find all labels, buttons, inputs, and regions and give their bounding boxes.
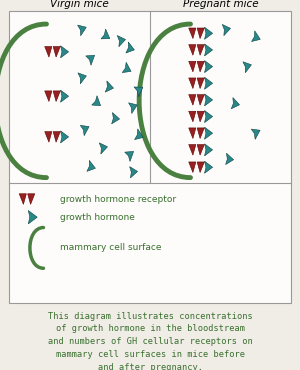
Polygon shape [205,94,213,106]
Polygon shape [126,42,134,53]
Polygon shape [19,194,26,204]
Polygon shape [92,96,100,106]
Polygon shape [61,90,69,102]
Polygon shape [205,61,213,73]
Polygon shape [28,211,37,224]
Polygon shape [87,160,95,171]
Polygon shape [122,62,131,73]
Polygon shape [86,55,94,65]
Polygon shape [53,91,60,101]
Polygon shape [231,98,239,109]
Polygon shape [205,144,213,156]
Polygon shape [205,161,213,173]
Polygon shape [61,131,69,143]
Polygon shape [197,95,204,105]
Polygon shape [117,36,125,47]
Polygon shape [205,77,213,89]
Polygon shape [197,145,204,155]
Polygon shape [197,61,204,72]
Polygon shape [80,125,89,136]
Polygon shape [205,44,213,56]
Polygon shape [205,27,213,39]
Polygon shape [243,62,251,73]
Polygon shape [189,111,196,122]
Polygon shape [45,47,52,57]
Polygon shape [189,28,196,38]
Polygon shape [189,95,196,105]
Polygon shape [189,78,196,88]
Polygon shape [252,31,260,41]
Polygon shape [129,103,137,114]
Polygon shape [189,45,196,55]
Polygon shape [189,128,196,138]
Text: growth hormone receptor: growth hormone receptor [60,195,176,204]
Polygon shape [197,78,204,88]
Polygon shape [78,25,86,36]
Polygon shape [45,132,52,142]
Polygon shape [53,132,60,142]
Text: This diagram illustrates concentrations
of growth hormone in the bloodstream
and: This diagram illustrates concentrations … [48,312,252,370]
Polygon shape [205,127,213,139]
Polygon shape [189,145,196,155]
Polygon shape [205,111,213,122]
Polygon shape [105,81,113,92]
Polygon shape [78,73,86,84]
Polygon shape [45,91,52,101]
Text: growth hormone: growth hormone [60,213,135,222]
Polygon shape [135,129,143,139]
Polygon shape [189,162,196,172]
Polygon shape [53,47,60,57]
Polygon shape [222,24,230,36]
Text: mammary cell surface: mammary cell surface [60,243,161,252]
Polygon shape [112,112,120,124]
Polygon shape [197,45,204,55]
Polygon shape [61,46,69,58]
Polygon shape [125,151,134,161]
Polygon shape [101,29,110,39]
Polygon shape [197,162,204,172]
Polygon shape [99,143,107,154]
Polygon shape [197,28,204,38]
Text: Pregnant mice: Pregnant mice [183,0,258,9]
FancyBboxPatch shape [9,11,291,303]
Polygon shape [197,111,204,122]
Polygon shape [189,61,196,72]
Polygon shape [130,166,138,178]
Polygon shape [197,128,204,138]
Text: Virgin mice: Virgin mice [50,0,109,9]
Polygon shape [226,153,234,165]
Polygon shape [251,129,260,139]
Polygon shape [28,194,35,204]
Polygon shape [134,87,143,97]
